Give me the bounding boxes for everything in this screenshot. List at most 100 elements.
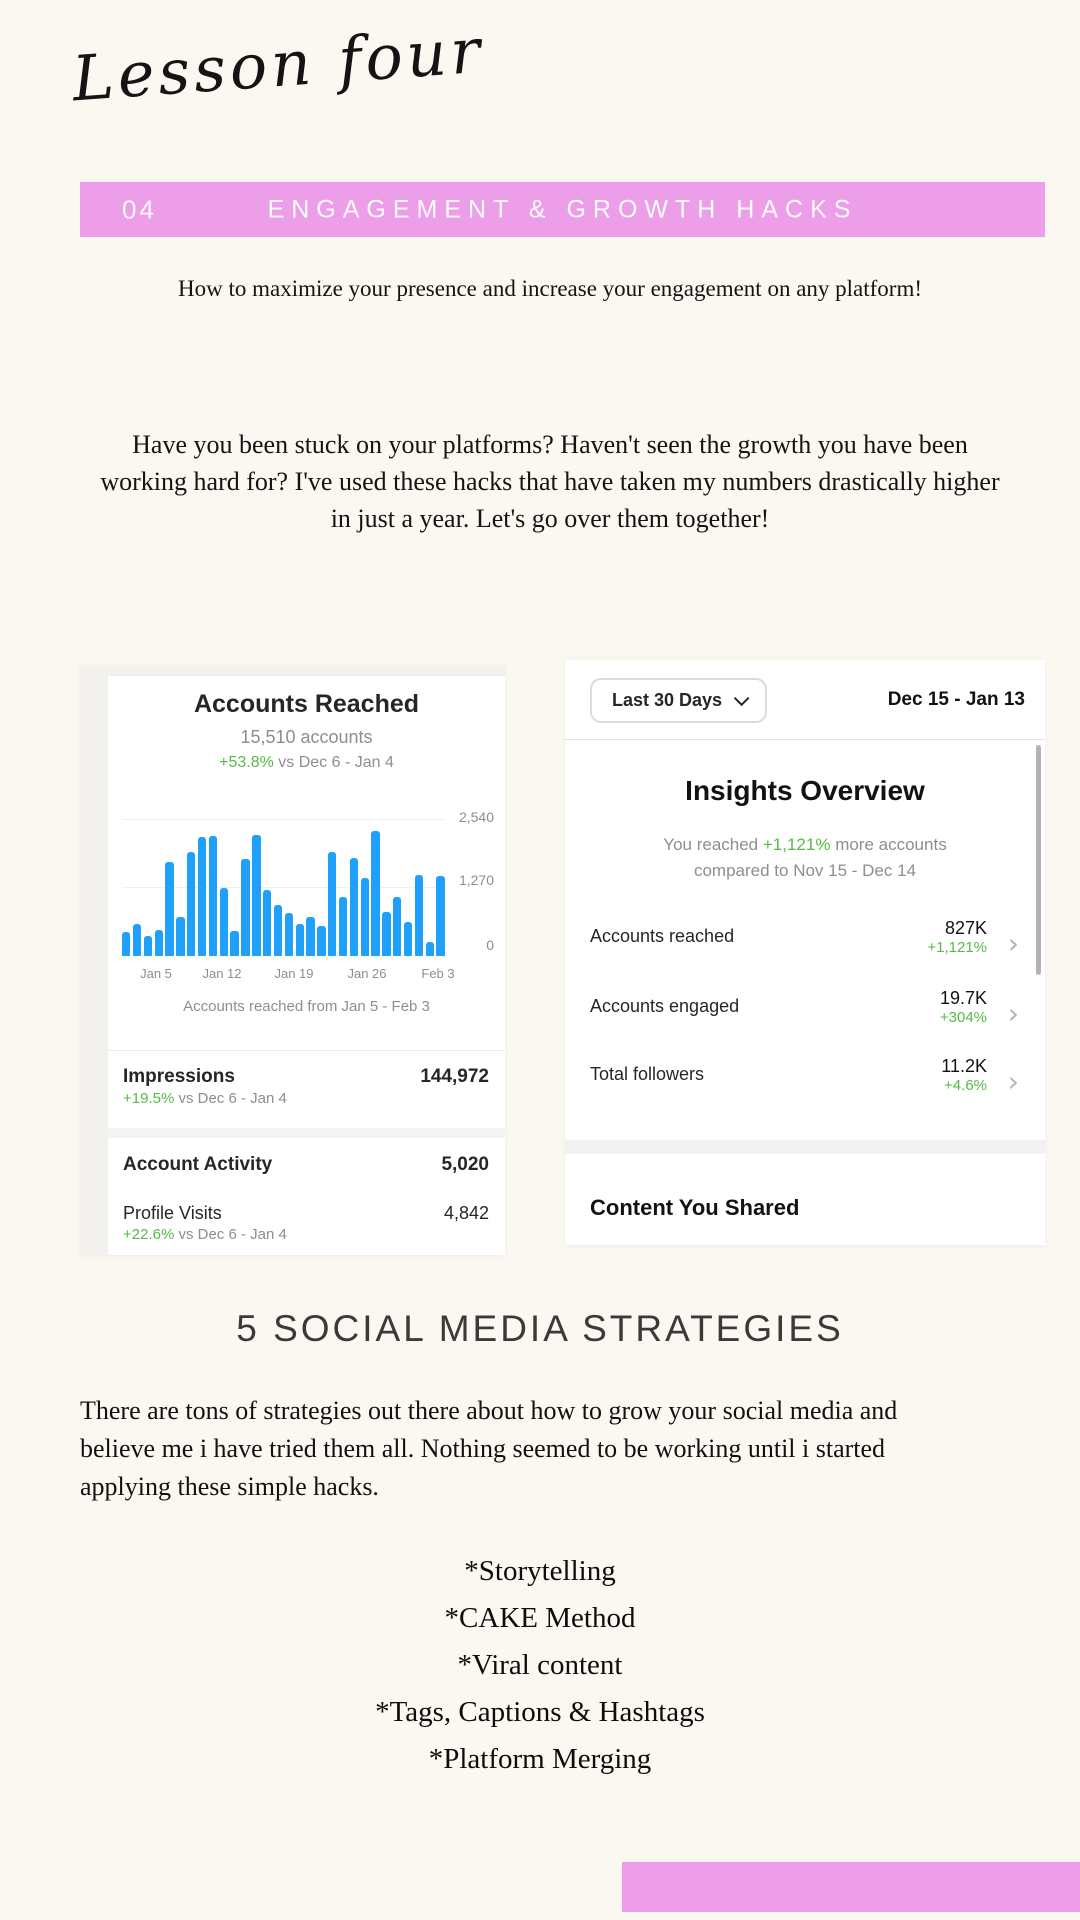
- profile-visits-label: Profile Visits: [123, 1203, 222, 1223]
- chevron-right-icon: ›: [1007, 1065, 1019, 1098]
- strategies-heading: 5 SOCIAL MEDIA STRATEGIES: [236, 1308, 844, 1349]
- accounts-reached-card: Accounts Reached 15,510 accounts +53.8% …: [108, 675, 505, 1255]
- delta-percent: +53.8%: [219, 754, 274, 771]
- strategy-item-viral-content: *Viral content: [457, 1649, 623, 1681]
- chart-bar: [154, 930, 163, 956]
- metric-label: Accounts engaged: [590, 996, 740, 1016]
- metric-row-accounts-reached[interactable]: Accounts reached 827K +1,121% ›: [590, 918, 1031, 974]
- reach-chart-xaxis: Jan 5 Jan 12 Jan 19 Jan 26 Feb 3: [122, 966, 455, 984]
- section-divider: [108, 1128, 505, 1138]
- summary-line2: compared to Nov 15 - Dec 14: [693, 861, 917, 880]
- delta-percent: +22.6%: [123, 1226, 175, 1243]
- profile-visits-delta: +22.6% vs Dec 6 - Jan 4: [123, 1226, 287, 1243]
- delta-compare: vs Dec 6 - Jan 4: [273, 754, 394, 771]
- chart-bar: [122, 932, 131, 956]
- chart-bar: [338, 897, 348, 956]
- chart-bar: [349, 857, 359, 956]
- chart-bar: [241, 859, 250, 956]
- gridline-mid: [122, 887, 445, 888]
- gridline-top: [122, 819, 445, 820]
- divider: [108, 1050, 505, 1051]
- section-divider: [565, 1140, 1045, 1154]
- metric-delta: +4.6%: [944, 1077, 987, 1094]
- metric-value: 11.2K: [941, 1056, 987, 1076]
- xtick-jan5: Jan 5: [140, 966, 172, 981]
- chart-bar: [414, 874, 424, 956]
- metric-value: 19.7K: [939, 988, 987, 1008]
- delta-percent: +19.5%: [123, 1090, 175, 1107]
- scrollbar[interactable]: [1036, 745, 1041, 975]
- impressions-label: Impressions: [123, 1066, 235, 1087]
- strategy-item-cake-method: *CAKE Method: [444, 1602, 636, 1634]
- chart-bar: [425, 941, 435, 956]
- accounts-reached-count: 15,510 accounts: [240, 727, 373, 747]
- reach-chart-bars: [122, 819, 445, 956]
- xtick-feb3: Feb 3: [421, 966, 455, 981]
- account-activity-label: Account Activity: [123, 1154, 273, 1175]
- strategy-item-storytelling: *Storytelling: [464, 1555, 616, 1587]
- insights-topbar: Last 30 Days Dec 15 - Jan 13: [565, 660, 1045, 740]
- ytick-0: 0: [486, 937, 494, 953]
- lesson-number: 04: [122, 194, 157, 224]
- metric-delta: +1,121%: [927, 939, 987, 956]
- delta-compare: vs Dec 6 - Jan 4: [174, 1226, 287, 1243]
- insights-summary: You reached +1,121% more accounts compar…: [565, 832, 1045, 884]
- chart-bar: [436, 876, 445, 956]
- lesson-subtitle: How to maximize your presence and increa…: [177, 276, 923, 301]
- summary-delta: +1,121%: [762, 835, 831, 854]
- chart-bar: [273, 905, 283, 956]
- metric-delta: +304%: [939, 1009, 987, 1026]
- summary-suffix: more accounts: [830, 835, 947, 854]
- profile-visits-value: 4,842: [443, 1203, 489, 1223]
- chart-bar: [187, 852, 196, 956]
- chevron-right-icon: ›: [1007, 927, 1019, 960]
- chart-bar: [143, 935, 153, 956]
- ytick-1270: 1,270: [458, 872, 494, 888]
- content-you-shared-heading: Content You Shared: [590, 1195, 800, 1220]
- metric-values: 11.2K +4.6%: [941, 1056, 987, 1094]
- accounts-reached-title: Accounts Reached: [193, 690, 420, 718]
- date-range-button[interactable]: Last 30 Days: [590, 678, 768, 723]
- accounts-reached-delta: +53.8% vs Dec 6 - Jan 4: [108, 754, 505, 772]
- gridline-base: [122, 955, 445, 956]
- chevron-right-icon: ›: [1007, 997, 1019, 1030]
- accounts-reached-chart: [122, 819, 445, 956]
- lesson-banner: 04 ENGAGEMENT & GROWTH HACKS: [80, 182, 1045, 237]
- chart-bar: [328, 851, 337, 956]
- metric-label: Accounts reached: [590, 926, 735, 946]
- reach-chart-caption: Accounts reached from Jan 5 - Feb 3: [183, 998, 430, 1015]
- lesson-script-title: Lesson four: [69, 13, 487, 116]
- strategy-list: *Storytelling *CAKE Method *Viral conten…: [0, 1548, 1080, 1783]
- chart-bar: [371, 830, 380, 956]
- chart-bar: [393, 897, 402, 956]
- chart-bar: [176, 917, 185, 956]
- summary-prefix: You reached: [663, 835, 763, 854]
- chart-bar: [165, 861, 174, 956]
- account-activity-value: 5,020: [441, 1154, 489, 1175]
- screenshot-accounts-reached: Accounts Reached 15,510 accounts +53.8% …: [80, 665, 505, 1255]
- screenshot-insights-overview: Last 30 Days Dec 15 - Jan 13 Insights Ov…: [565, 660, 1045, 1245]
- strategy-item-platform-merging: *Platform Merging: [428, 1743, 652, 1775]
- metric-values: 19.7K +304%: [940, 988, 987, 1026]
- insights-title: Insights Overview: [685, 775, 925, 806]
- xtick-jan19: Jan 19: [274, 966, 314, 981]
- date-range-text: Dec 15 - Jan 13: [887, 689, 1025, 710]
- lesson-intro-paragraph: Have you been stuck on your platforms? H…: [100, 430, 1000, 533]
- xtick-jan12: Jan 12: [202, 966, 242, 981]
- chart-bar: [306, 917, 315, 956]
- chart-bar: [252, 835, 261, 956]
- metric-row-total-followers[interactable]: Total followers 11.2K +4.6% ›: [590, 1056, 1031, 1112]
- impressions-delta: +19.5% vs Dec 6 - Jan 4: [123, 1090, 287, 1107]
- xtick-jan26: Jan 26: [347, 966, 387, 981]
- chart-bar: [230, 931, 239, 956]
- delta-compare: vs Dec 6 - Jan 4: [174, 1090, 287, 1107]
- chart-bar: [360, 877, 369, 956]
- chart-bar: [403, 922, 413, 956]
- chart-bar: [382, 911, 391, 956]
- strategies-intro-paragraph: There are tons of strategies out there a…: [80, 1396, 898, 1501]
- chart-bar: [284, 913, 294, 956]
- chart-bar: [197, 836, 207, 956]
- metric-values: 827K +1,121%: [927, 918, 987, 956]
- metric-row-accounts-engaged[interactable]: Accounts engaged 19.7K +304% ›: [590, 988, 1031, 1044]
